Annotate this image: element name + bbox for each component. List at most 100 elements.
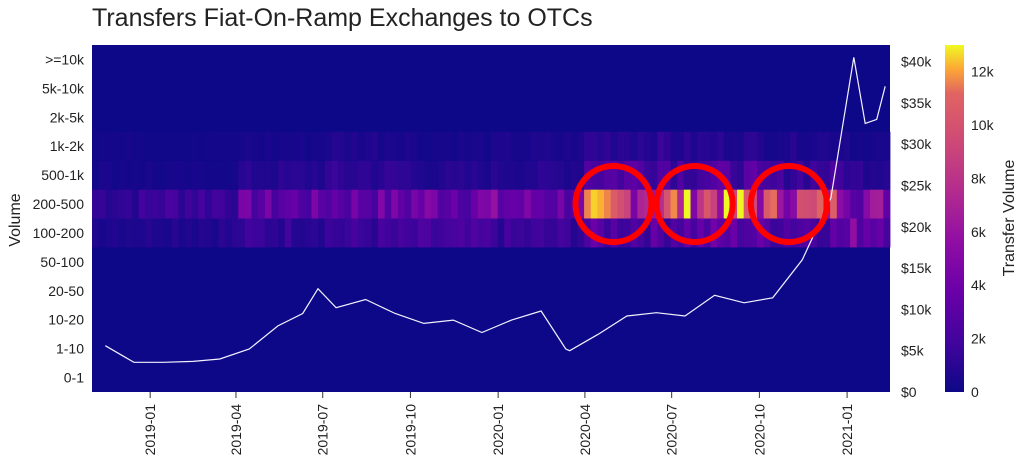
heatmap-cell: [557, 218, 565, 248]
heatmap-cell: [165, 218, 173, 248]
heatmap-cell: [218, 189, 226, 219]
heatmap-cell: [151, 131, 159, 161]
heatmap-cell: [677, 189, 685, 219]
heatmap-cell: [610, 131, 618, 161]
heatmap-cell: [723, 131, 731, 161]
heatmap-cell: [697, 160, 705, 190]
heatmap-cell: [358, 189, 366, 219]
heatmap-cell: [770, 189, 778, 219]
heatmap-cell: [730, 131, 738, 161]
heatmap-cell: [431, 189, 439, 219]
heatmap-cell: [251, 131, 259, 161]
heatmap-cell: [338, 131, 346, 161]
heatmap-cell: [92, 218, 100, 248]
heatmap-cell: [477, 131, 485, 161]
heatmap-cell: [351, 218, 359, 248]
heatmap-cell: [324, 160, 332, 190]
heatmap-cell: [650, 218, 658, 248]
heatmap-cell: [451, 189, 459, 219]
heatmap-cell: [318, 131, 326, 161]
heatmap-cell: [643, 218, 651, 248]
heatmap-cell: [178, 160, 186, 190]
heatmap-cell: [125, 189, 133, 219]
heatmap-cell: [258, 218, 266, 248]
heatmap-cell: [457, 131, 465, 161]
heatmap-cell: [537, 218, 545, 248]
heatmap-cell: [464, 160, 472, 190]
heatmap-cell: [431, 131, 439, 161]
heatmap-cell: [165, 160, 173, 190]
heatmap-cell: [590, 218, 598, 248]
heatmap-cell: [171, 160, 179, 190]
heatmap-cell: [145, 131, 153, 161]
heatmap-cell: [191, 218, 199, 248]
heatmap-cell: [544, 189, 552, 219]
heatmap-cell: [710, 218, 718, 248]
heatmap-cell: [231, 218, 239, 248]
highlight-circle: [653, 163, 736, 245]
heatmap-cell: [491, 218, 499, 248]
heatmap-cell: [630, 131, 638, 161]
heatmap-cell: [244, 131, 252, 161]
heatmap-cell: [198, 160, 206, 190]
heatmap-cell: [557, 160, 565, 190]
heatmap-cell: [577, 189, 585, 219]
heatmap-cell: [105, 218, 113, 248]
heatmap-cell: [717, 189, 725, 219]
heatmap-cell: [776, 218, 784, 248]
heatmap-cell: [397, 131, 405, 161]
heatmap-cell: [377, 218, 385, 248]
heatmap-cell: [703, 218, 711, 248]
heatmap-cell: [850, 131, 858, 161]
heatmap-cell: [790, 218, 798, 248]
heatmap-cell: [803, 189, 811, 219]
heatmap-cell: [524, 160, 532, 190]
heatmap-cell: [870, 218, 878, 248]
heatmap-cell: [205, 189, 213, 219]
heatmap-cell: [231, 131, 239, 161]
heatmap-cell: [318, 160, 326, 190]
heatmap-cell: [471, 131, 479, 161]
heatmap-cell: [251, 160, 259, 190]
heatmap-cell: [384, 131, 392, 161]
heatmap-cell: [816, 189, 824, 219]
heatmap-cell: [524, 189, 532, 219]
heatmap-cell: [770, 131, 778, 161]
heatmap-cell: [624, 160, 632, 190]
heatmap-cell: [98, 189, 106, 219]
heatmap-cell: [604, 160, 612, 190]
heatmap-cell: [358, 131, 366, 161]
heatmap-cell: [397, 218, 405, 248]
heatmap-cell: [338, 189, 346, 219]
heatmap-cell: [497, 218, 505, 248]
heatmap-cell: [225, 131, 233, 161]
heatmap-cell: [590, 189, 598, 219]
heatmap-cell: [291, 189, 299, 219]
heatmap-cell: [604, 218, 612, 248]
heatmap-cell: [823, 131, 831, 161]
heatmap-cell: [92, 189, 100, 219]
heatmap-cell: [723, 160, 731, 190]
heatmap-cell: [783, 160, 791, 190]
heatmap-cell: [843, 131, 851, 161]
heatmap-cell: [810, 189, 818, 219]
volume-tick-label: 500-1k: [41, 167, 85, 183]
heatmap-cell: [131, 218, 139, 248]
heatmap-cell: [417, 218, 425, 248]
heatmap-cell: [225, 160, 233, 190]
heatmap-cell: [105, 189, 113, 219]
heatmap-cell: [510, 189, 518, 219]
heatmap-cell: [198, 189, 206, 219]
heatmap-cell: [610, 160, 618, 190]
heatmap-cell: [564, 131, 572, 161]
heatmap-cell: [504, 160, 512, 190]
heatmap-cell: [763, 189, 771, 219]
heatmap-cell: [743, 160, 751, 190]
heatmap-cell: [218, 160, 226, 190]
heatmap-cell: [796, 218, 804, 248]
heatmap-cell: [604, 189, 612, 219]
heatmap-cell: [251, 189, 259, 219]
heatmap-cell: [597, 218, 605, 248]
heatmap-cell: [870, 160, 878, 190]
